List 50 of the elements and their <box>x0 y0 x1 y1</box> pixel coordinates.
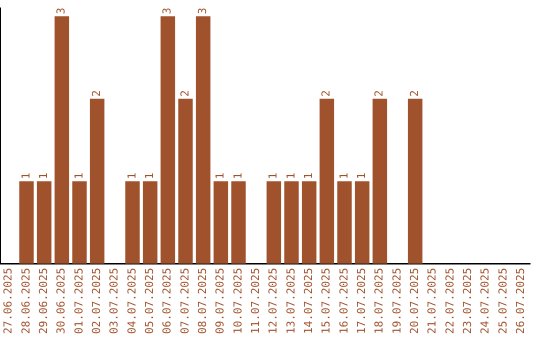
x-tick-label: 19.07.2025 <box>390 268 404 334</box>
data-label: 2 <box>320 90 333 97</box>
data-label: 1 <box>355 172 368 180</box>
data-label: 3 <box>160 8 174 14</box>
data-label: 1 <box>125 172 138 180</box>
x-tick-label: 12.07.2025 <box>266 268 280 334</box>
x-tick-label: 23.07.2025 <box>461 268 474 334</box>
x-tick-label: 15.07.2025 <box>320 268 333 334</box>
data-label: 2 <box>90 90 104 97</box>
x-tick-label: 14.07.2025 <box>302 268 316 334</box>
data-label: 1 <box>266 172 280 180</box>
x-tick-label: 10.07.2025 <box>231 268 244 334</box>
x-tick-label: 03.07.2025 <box>108 268 121 334</box>
x-tick-label: 06.07.2025 <box>160 268 174 334</box>
x-tick-label: 24.07.2025 <box>478 268 492 334</box>
data-label: 1 <box>231 172 244 180</box>
x-tick-label: 25.07.2025 <box>496 268 510 334</box>
data-label: 2 <box>372 90 386 97</box>
x-tick-label: 21.07.2025 <box>426 268 439 334</box>
x-tick-label: 16.07.2025 <box>337 268 350 334</box>
x-tick-label: 26.07.2025 <box>514 268 528 334</box>
data-label: 2 <box>408 90 422 97</box>
x-tick-label: 13.07.2025 <box>284 268 298 334</box>
x-tick-label: 08.07.2025 <box>196 268 210 334</box>
x-tick-label: 01.07.2025 <box>72 268 86 334</box>
data-label: 1 <box>337 172 350 180</box>
x-tick-label: 07.07.2025 <box>178 268 192 334</box>
x-tick-label: 04.07.2025 <box>125 268 138 334</box>
x-tick-label: 22.07.2025 <box>443 268 456 334</box>
x-tick-label: 17.07.2025 <box>355 268 368 334</box>
x-tick-label: 18.07.2025 <box>372 268 386 334</box>
x-tick-label: 05.07.2025 <box>143 268 156 334</box>
x-tick-label: 27.06.2025 <box>2 268 15 334</box>
data-label: 2 <box>178 90 192 97</box>
data-label: 1 <box>19 172 32 180</box>
x-tick-label: 28.06.2025 <box>19 268 32 334</box>
x-tick-label: 09.07.2025 <box>214 268 227 334</box>
x-tick-label: 02.07.2025 <box>90 268 104 334</box>
x-tick-label: 20.07.2025 <box>408 268 422 334</box>
x-tick-label: 29.06.2025 <box>37 268 50 334</box>
data-label: 3 <box>196 8 210 14</box>
data-label: 1 <box>284 172 298 180</box>
data-label: 3 <box>54 8 68 14</box>
x-tick-label: 30.06.2025 <box>54 268 68 334</box>
data-label: 1 <box>37 172 50 180</box>
data-label: 1 <box>302 172 316 180</box>
data-label: 1 <box>214 172 227 180</box>
data-label: 1 <box>143 172 156 180</box>
data-label: 1 <box>72 172 86 180</box>
x-tick-label: 11.07.2025 <box>249 268 262 334</box>
